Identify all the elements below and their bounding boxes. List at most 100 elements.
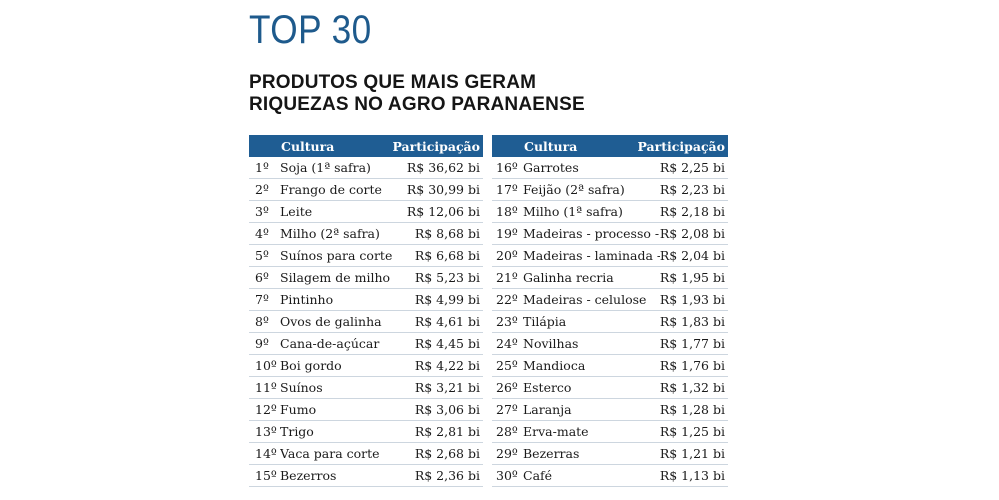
crop-cell: Frango de corte: [280, 182, 382, 197]
table-row: 1º Soja (1ª safra) R$ 36,62 bi: [249, 157, 483, 179]
crop-cell: Cana-de-açúcar: [280, 336, 380, 351]
crop-cell: Bezerras: [523, 446, 580, 461]
share-cell: R$ 1,21 bi: [659, 446, 725, 461]
share-cell: R$ 1,76 bi: [659, 358, 725, 373]
share-cell: R$ 2,18 bi: [659, 204, 725, 219]
table-row: 3º Leite R$ 12,06 bi: [249, 201, 483, 223]
table-header: Cultura Participação: [249, 135, 483, 157]
rank-cell: 16º: [496, 160, 518, 175]
crop-cell: Suínos para corte: [280, 248, 393, 263]
share-cell: R$ 12,06 bi: [406, 204, 480, 219]
share-cell: R$ 4,99 bi: [414, 292, 480, 307]
table-header: Cultura Participação: [492, 135, 728, 157]
share-cell: R$ 1,83 bi: [659, 314, 725, 329]
share-cell: R$ 1,95 bi: [659, 270, 725, 285]
table-row: 5º Suínos para corte R$ 6,68 bi: [249, 245, 483, 267]
share-cell: R$ 5,23 bi: [414, 270, 480, 285]
rank-cell: 26º: [496, 380, 518, 395]
table-row: 23º Tilápia R$ 1,83 bi: [492, 311, 728, 333]
rank-cell: 6º: [255, 270, 269, 285]
share-cell: R$ 1,25 bi: [659, 424, 725, 439]
share-cell: R$ 1,28 bi: [659, 402, 725, 417]
table-row: 9º Cana-de-açúcar R$ 4,45 bi: [249, 333, 483, 355]
rank-cell: 1º: [255, 160, 269, 175]
crop-cell: Feijão (2ª safra): [523, 182, 625, 197]
table-row: 19º Madeiras - processo - pinusR$ 2,08 bi: [492, 223, 728, 245]
crop-cell: Madeiras - celulose: [523, 292, 647, 307]
crop-cell: Laranja: [523, 402, 572, 417]
table-row: 6º Silagem de milho R$ 5,23 bi: [249, 267, 483, 289]
crop-cell: Leite: [280, 204, 313, 219]
rank-cell: 24º: [496, 336, 518, 351]
rank-cell: 4º: [255, 226, 269, 241]
subtitle-line-2: RIQUEZAS NO AGRO PARANAENSE: [249, 94, 585, 115]
column-header-crop: Cultura: [524, 138, 578, 154]
rank-cell: 23º: [496, 314, 518, 329]
crop-cell: Milho (1ª safra): [523, 204, 623, 219]
share-cell: R$ 8,68 bi: [414, 226, 480, 241]
table-row: 20º Madeiras - laminada - pinusR$ 2,04 bi: [492, 245, 728, 267]
crop-cell: Vaca para corte: [280, 446, 380, 461]
crop-cell: Silagem de milho: [280, 270, 391, 285]
table-row: 7º Pintinho R$ 4,99 bi: [249, 289, 483, 311]
crop-cell: Mandioca: [523, 358, 586, 373]
table-row: 26º Esterco R$ 1,32 bi: [492, 377, 728, 399]
share-cell: R$ 2,36 bi: [414, 468, 480, 483]
table-row: 16º Garrotes R$ 2,25 bi: [492, 157, 728, 179]
share-cell: R$ 2,08 bi: [659, 226, 725, 241]
rank-cell: 30º: [496, 468, 518, 483]
table-row: 21º Galinha recria R$ 1,95 bi: [492, 267, 728, 289]
share-cell: R$ 4,22 bi: [414, 358, 480, 373]
table-row: 11º Suínos R$ 3,21 bi: [249, 377, 483, 399]
rank-cell: 2º: [255, 182, 269, 197]
share-cell: R$ 1,32 bi: [659, 380, 725, 395]
rank-cell: 12º: [255, 402, 277, 417]
share-cell: R$ 4,61 bi: [414, 314, 480, 329]
crop-cell: Milho (2ª safra): [280, 226, 380, 241]
table-row: 18º Milho (1ª safra) R$ 2,18 bi: [492, 201, 728, 223]
crop-cell: Madeiras - processo - pinus: [523, 226, 660, 241]
table-row: 10º Boi gordo R$ 4,22 bi: [249, 355, 483, 377]
table-row: 15º Bezerros R$ 2,36 bi: [249, 465, 483, 487]
table-row: 22º Madeiras - celulose R$ 1,93 bi: [492, 289, 728, 311]
share-cell: R$ 1,77 bi: [659, 336, 725, 351]
crop-cell: Soja (1ª safra): [280, 160, 371, 175]
crop-cell: Pintinho: [280, 292, 334, 307]
crop-cell: Galinha recria: [523, 270, 614, 285]
crop-cell: Café: [523, 468, 553, 483]
ranking-table-left: Cultura Participação 1º Soja (1ª safra) R$…: [249, 135, 483, 487]
rank-cell: 11º: [255, 380, 277, 395]
table-row: 8º Ovos de galinha R$ 4,61 bi: [249, 311, 483, 333]
share-cell: R$ 3,06 bi: [414, 402, 480, 417]
column-header-crop: Cultura: [281, 138, 335, 154]
rank-cell: 19º: [496, 226, 518, 241]
share-cell: R$ 6,68 bi: [414, 248, 480, 263]
ranking-table-right: Cultura Participação 16º Garrotes R$ 2,25 …: [492, 135, 728, 487]
crop-cell: Erva-mate: [523, 424, 589, 439]
table-row: 14º Vaca para corte R$ 2,68 bi: [249, 443, 483, 465]
rank-cell: 29º: [496, 446, 518, 461]
page-subtitle: PRODUTOS QUE MAIS GERAM RIQUEZAS NO AGRO…: [249, 72, 609, 116]
rank-cell: 10º: [255, 358, 277, 373]
crop-cell: Tilápia: [523, 314, 567, 329]
crop-cell: Esterco: [523, 380, 572, 395]
table-row: 17º Feijão (2ª safra) R$ 2,23 bi: [492, 179, 728, 201]
rank-cell: 21º: [496, 270, 518, 285]
rank-cell: 3º: [255, 204, 269, 219]
crop-cell: Bezerros: [280, 468, 337, 483]
share-cell: R$ 4,45 bi: [414, 336, 480, 351]
table-row: 12º Fumo R$ 3,06 bi: [249, 399, 483, 421]
table-row: 29º Bezerras R$ 1,21 bi: [492, 443, 728, 465]
crop-cell: Fumo: [280, 402, 317, 417]
crop-cell: Trigo: [280, 424, 314, 439]
column-header-share: Participação: [392, 138, 480, 154]
rank-cell: 17º: [496, 182, 518, 197]
share-cell: R$ 3,21 bi: [414, 380, 480, 395]
rank-cell: 8º: [255, 314, 269, 329]
table-row: 30º Café R$ 1,13 bi: [492, 465, 728, 487]
share-cell: R$ 1,13 bi: [659, 468, 725, 483]
rank-cell: 20º: [496, 248, 518, 263]
rank-cell: 7º: [255, 292, 269, 307]
table-row: 28º Erva-mate R$ 1,25 bi: [492, 421, 728, 443]
rank-cell: 9º: [255, 336, 269, 351]
